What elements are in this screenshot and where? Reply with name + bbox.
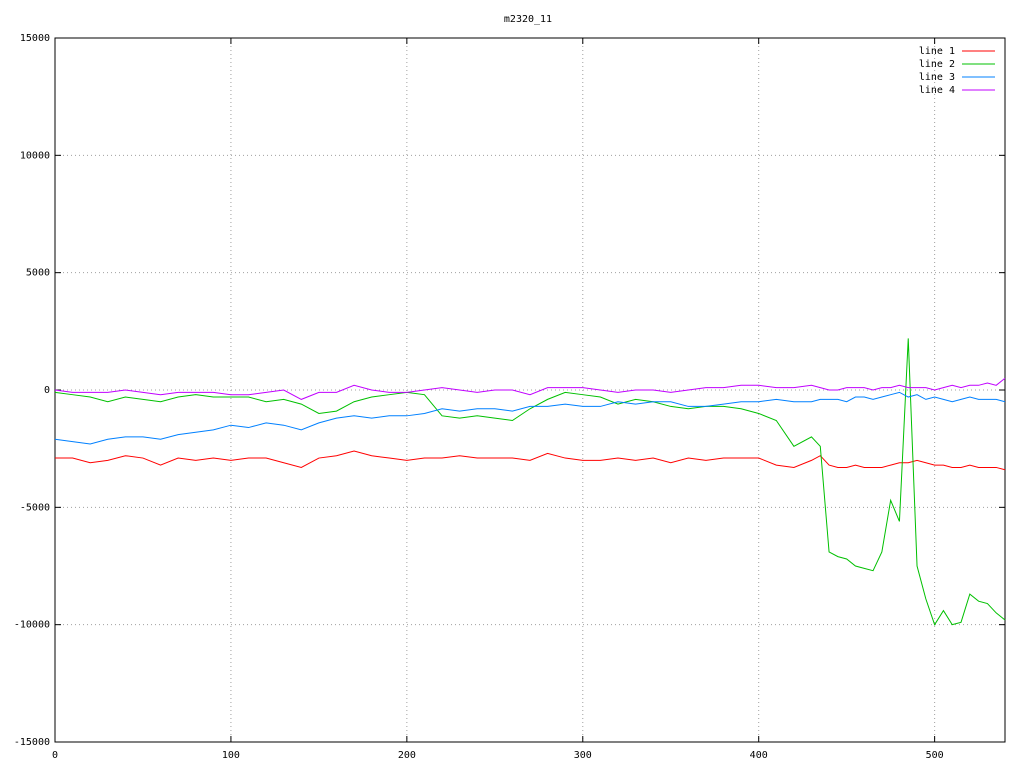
legend-label: line 3	[919, 72, 955, 83]
series-line	[54, 377, 1006, 400]
series-line	[55, 450, 1006, 471]
legend-label: line 2	[919, 59, 955, 70]
x-tick-label: 300	[574, 750, 592, 761]
x-tick-label: 500	[926, 750, 944, 761]
series-line	[54, 338, 1006, 626]
y-tick-label: 0	[44, 385, 50, 396]
y-tick-label: -5000	[20, 502, 50, 513]
plot-frame	[54, 37, 1006, 743]
x-tick-label: 200	[398, 750, 416, 761]
y-tick-label: 15000	[20, 33, 50, 44]
y-tick-label: 5000	[26, 268, 50, 279]
x-tick-label: 400	[750, 750, 768, 761]
y-tick-label: -15000	[14, 737, 50, 748]
series-line	[54, 391, 1006, 445]
x-tick-label: 0	[52, 750, 58, 761]
legend-label: line 1	[919, 46, 955, 57]
chart-title: m2320_11	[504, 14, 552, 25]
x-tick-label: 100	[222, 750, 240, 761]
legend-label: line 4	[919, 85, 955, 96]
y-tick-label: -10000	[14, 620, 50, 631]
y-tick-label: 10000	[20, 150, 50, 161]
